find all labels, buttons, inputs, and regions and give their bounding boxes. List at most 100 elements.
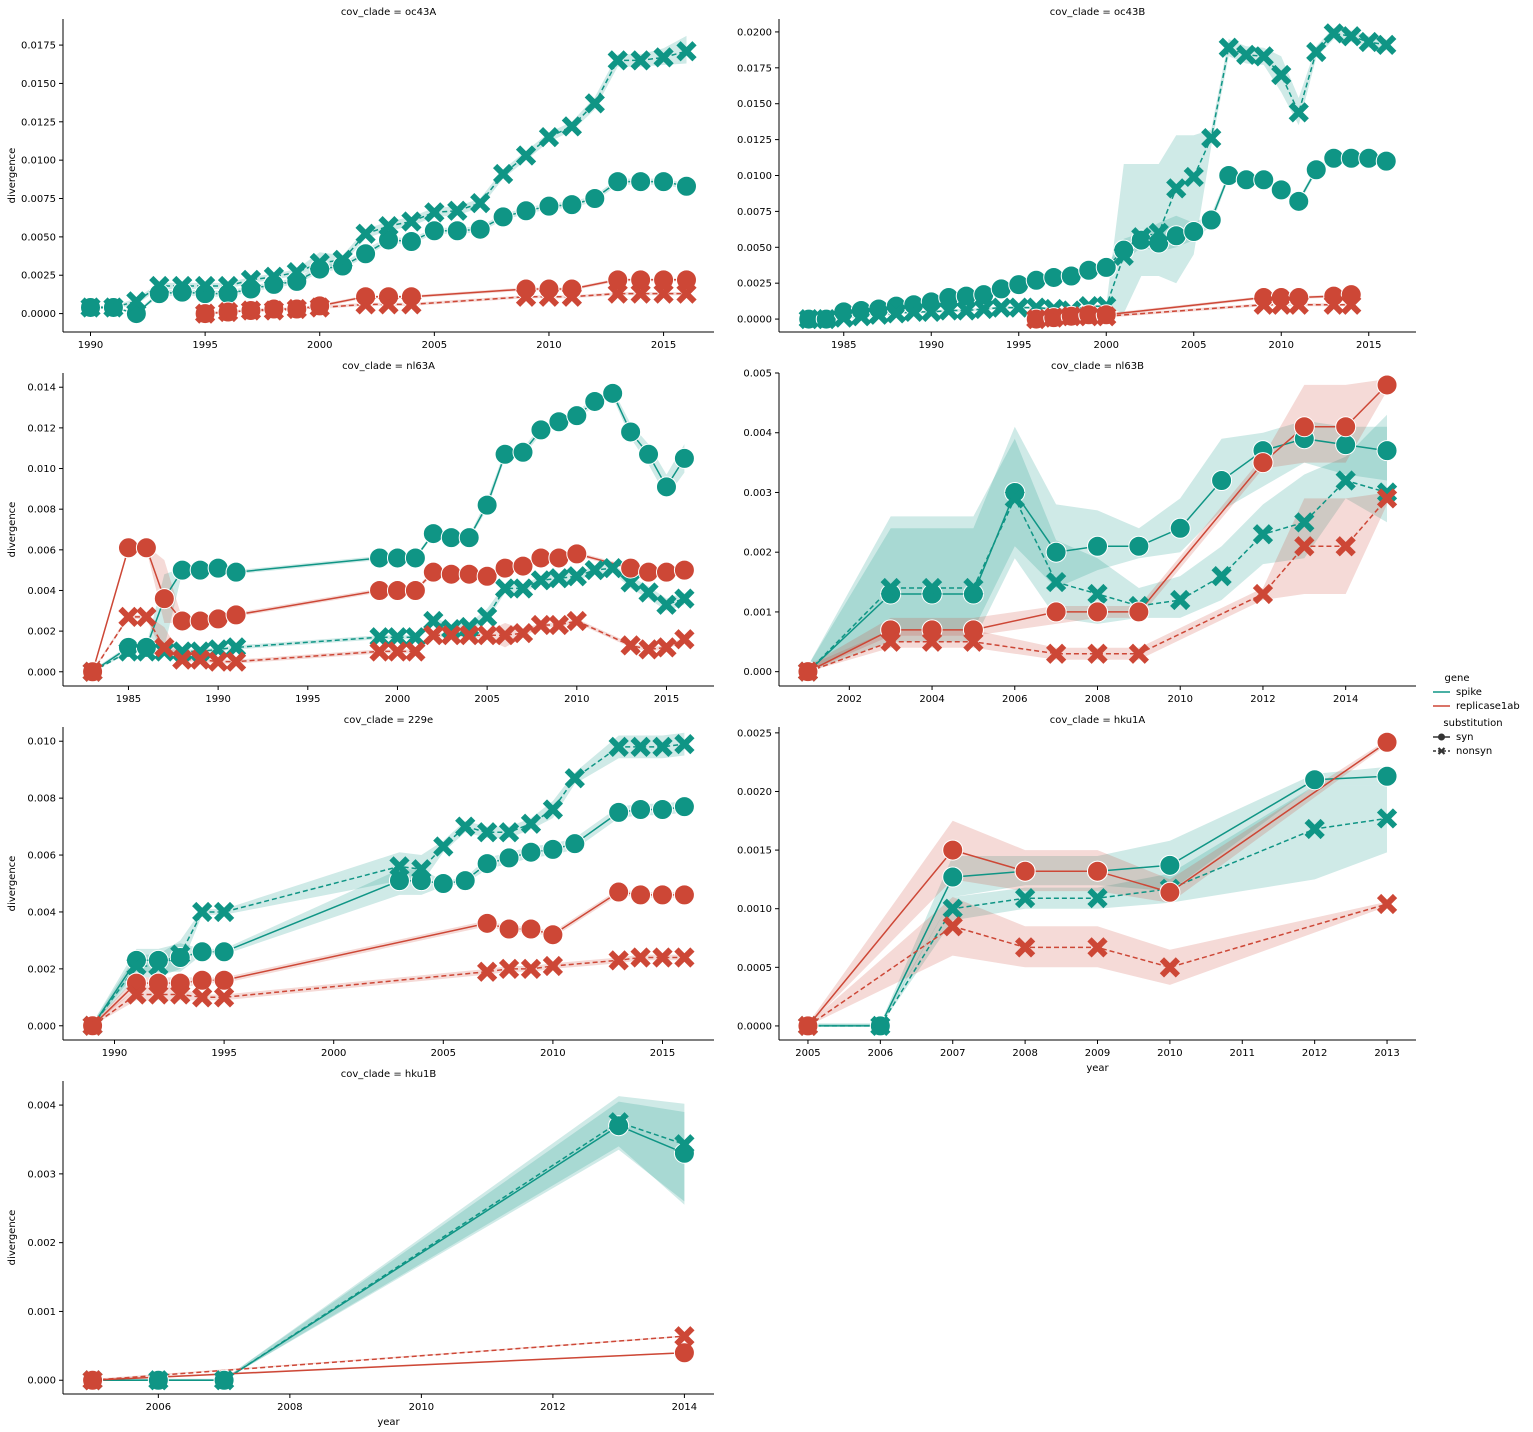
y-axis-label: divergence	[7, 502, 18, 558]
point-replicase1ab-nonsyn	[477, 625, 498, 646]
y-tick-label: 0.0005	[737, 963, 772, 974]
x-tick-label: 2005	[1181, 340, 1206, 351]
y-tick-label: 0.004	[27, 1101, 56, 1112]
point-replicase1ab-nonsyn	[225, 651, 247, 672]
point-replicase1ab-nonsyn	[963, 631, 984, 652]
point-spike-nonsyn	[494, 578, 516, 599]
point-spike-syn	[673, 796, 695, 818]
point-replicase1ab-syn	[153, 588, 175, 610]
point-replicase1ab-syn	[1376, 374, 1398, 396]
point-replicase1ab-syn	[117, 537, 139, 559]
point-spike-nonsyn	[942, 898, 963, 919]
point-spike-nonsyn	[492, 163, 514, 185]
x-tick-label: 2005	[795, 1048, 820, 1059]
y-tick-label: 0.0125	[21, 117, 56, 128]
y-tick-label: 0.005	[743, 369, 772, 380]
y-tick-label: 0.0150	[21, 79, 56, 90]
point-spike-nonsyn	[213, 1370, 235, 1391]
point-spike-nonsyn	[602, 557, 623, 579]
point-replicase1ab-nonsyn	[1253, 294, 1274, 315]
point-replicase1ab-nonsyn	[494, 625, 516, 646]
point-spike-nonsyn	[833, 307, 854, 328]
point-replicase1ab-nonsyn	[1128, 643, 1149, 664]
band-replicase1ab-syn	[808, 739, 1387, 1026]
point-spike-nonsyn	[378, 216, 399, 237]
panel-cov-clade-nl63a: 1985 1990 1995 2000 2005 2010 2015 0.000 0.002 0.…	[7, 361, 714, 705]
point-replicase1ab-nonsyn	[921, 631, 943, 652]
y-tick-label: 0.002	[27, 627, 56, 638]
x-tick-label: 2006	[1002, 694, 1027, 705]
x-tick-label: 2005	[431, 1048, 456, 1059]
x-tick-label: 2008	[1012, 1048, 1037, 1059]
point-replicase1ab-nonsyn	[1294, 536, 1315, 557]
y-tick-label: 0.014	[27, 383, 56, 394]
point-spike-syn	[355, 243, 377, 265]
x-tick-label: 2010	[564, 694, 589, 705]
point-replicase1ab-nonsyn	[1376, 893, 1398, 915]
point-replicase1ab-nonsyn	[676, 283, 697, 304]
point-spike-syn	[1335, 434, 1357, 456]
point-replicase1ab-syn	[566, 543, 588, 565]
point-spike-syn	[454, 870, 476, 892]
point-replicase1ab-nonsyn	[217, 301, 239, 323]
point-replicase1ab-nonsyn	[1014, 937, 1036, 958]
point-spike-nonsyn	[1087, 888, 1108, 909]
panel-title: cov_clade = nl63B	[1051, 361, 1144, 372]
point-replicase1ab-nonsyn	[213, 987, 235, 1008]
point-spike-syn	[171, 559, 193, 581]
point-spike-syn	[492, 206, 514, 228]
point-spike-nonsyn	[674, 733, 695, 755]
y-tick-label: 0.0175	[21, 41, 56, 52]
y-tick-label: 0.008	[27, 794, 56, 805]
y-tick-label: 0.0010	[737, 904, 772, 915]
point-spike-nonsyn	[1014, 888, 1036, 909]
point-spike-syn	[446, 220, 468, 242]
point-spike-nonsyn	[1271, 64, 1292, 86]
point-spike-nonsyn	[1341, 26, 1362, 47]
point-replicase1ab-nonsyn	[1061, 306, 1082, 327]
point-spike-nonsyn	[538, 127, 560, 148]
point-replicase1ab-syn	[548, 547, 570, 569]
band-spike-nonsyn	[808, 785, 1387, 1026]
point-spike-nonsyn	[1294, 512, 1315, 533]
x-axis-label: year	[377, 1417, 400, 1428]
point-spike-nonsyn	[355, 223, 376, 244]
point-replicase1ab-syn	[673, 884, 695, 906]
point-spike-nonsyn	[851, 306, 872, 327]
point-replicase1ab-syn	[673, 559, 695, 581]
point-spike-nonsyn	[608, 736, 629, 758]
point-replicase1ab-nonsyn	[1043, 307, 1064, 328]
y-tick-label: 0.000	[27, 667, 56, 678]
x-tick-label: 2005	[474, 694, 499, 705]
series-line-spike-nonsyn	[807, 479, 1388, 673]
point-spike-nonsyn	[447, 200, 468, 221]
point-spike-nonsyn	[80, 297, 101, 318]
point-replicase1ab-syn	[440, 563, 462, 585]
y-axis-label: divergence	[7, 856, 18, 912]
x-tick-label: 2000	[385, 694, 410, 705]
x-tick-label: 2010	[409, 1402, 434, 1413]
point-spike-syn	[191, 941, 213, 963]
point-spike-syn	[1304, 769, 1326, 791]
x-tick-label: 2005	[422, 340, 447, 351]
point-replicase1ab-nonsyn	[498, 958, 520, 979]
point-spike-nonsyn	[566, 566, 587, 587]
legend-label: syn	[1456, 732, 1473, 743]
point-spike-nonsyn	[921, 577, 943, 599]
panel-cov-clade-hku1a: 2005 2006 2007 2008 2009 2010 2011 2012 2013 0.00…	[737, 715, 1416, 1074]
point-spike-nonsyn	[148, 1370, 169, 1391]
series-line-replicase1ab-nonsyn	[205, 292, 687, 315]
point-replicase1ab-syn	[498, 918, 520, 940]
point-spike-syn	[1087, 535, 1108, 557]
point-replicase1ab-nonsyn	[154, 637, 175, 658]
point-spike-syn	[225, 561, 247, 583]
point-replicase1ab-nonsyn	[208, 651, 229, 672]
point-replicase1ab-nonsyn	[82, 1015, 103, 1036]
point-spike-nonsyn	[118, 641, 139, 662]
x-tick-label: 2006	[146, 1402, 171, 1413]
point-replicase1ab-nonsyn	[561, 286, 583, 307]
point-replicase1ab-nonsyn	[441, 625, 462, 646]
point-spike-nonsyn	[652, 736, 673, 758]
point-spike-syn	[564, 833, 586, 855]
point-spike-syn	[548, 411, 570, 433]
